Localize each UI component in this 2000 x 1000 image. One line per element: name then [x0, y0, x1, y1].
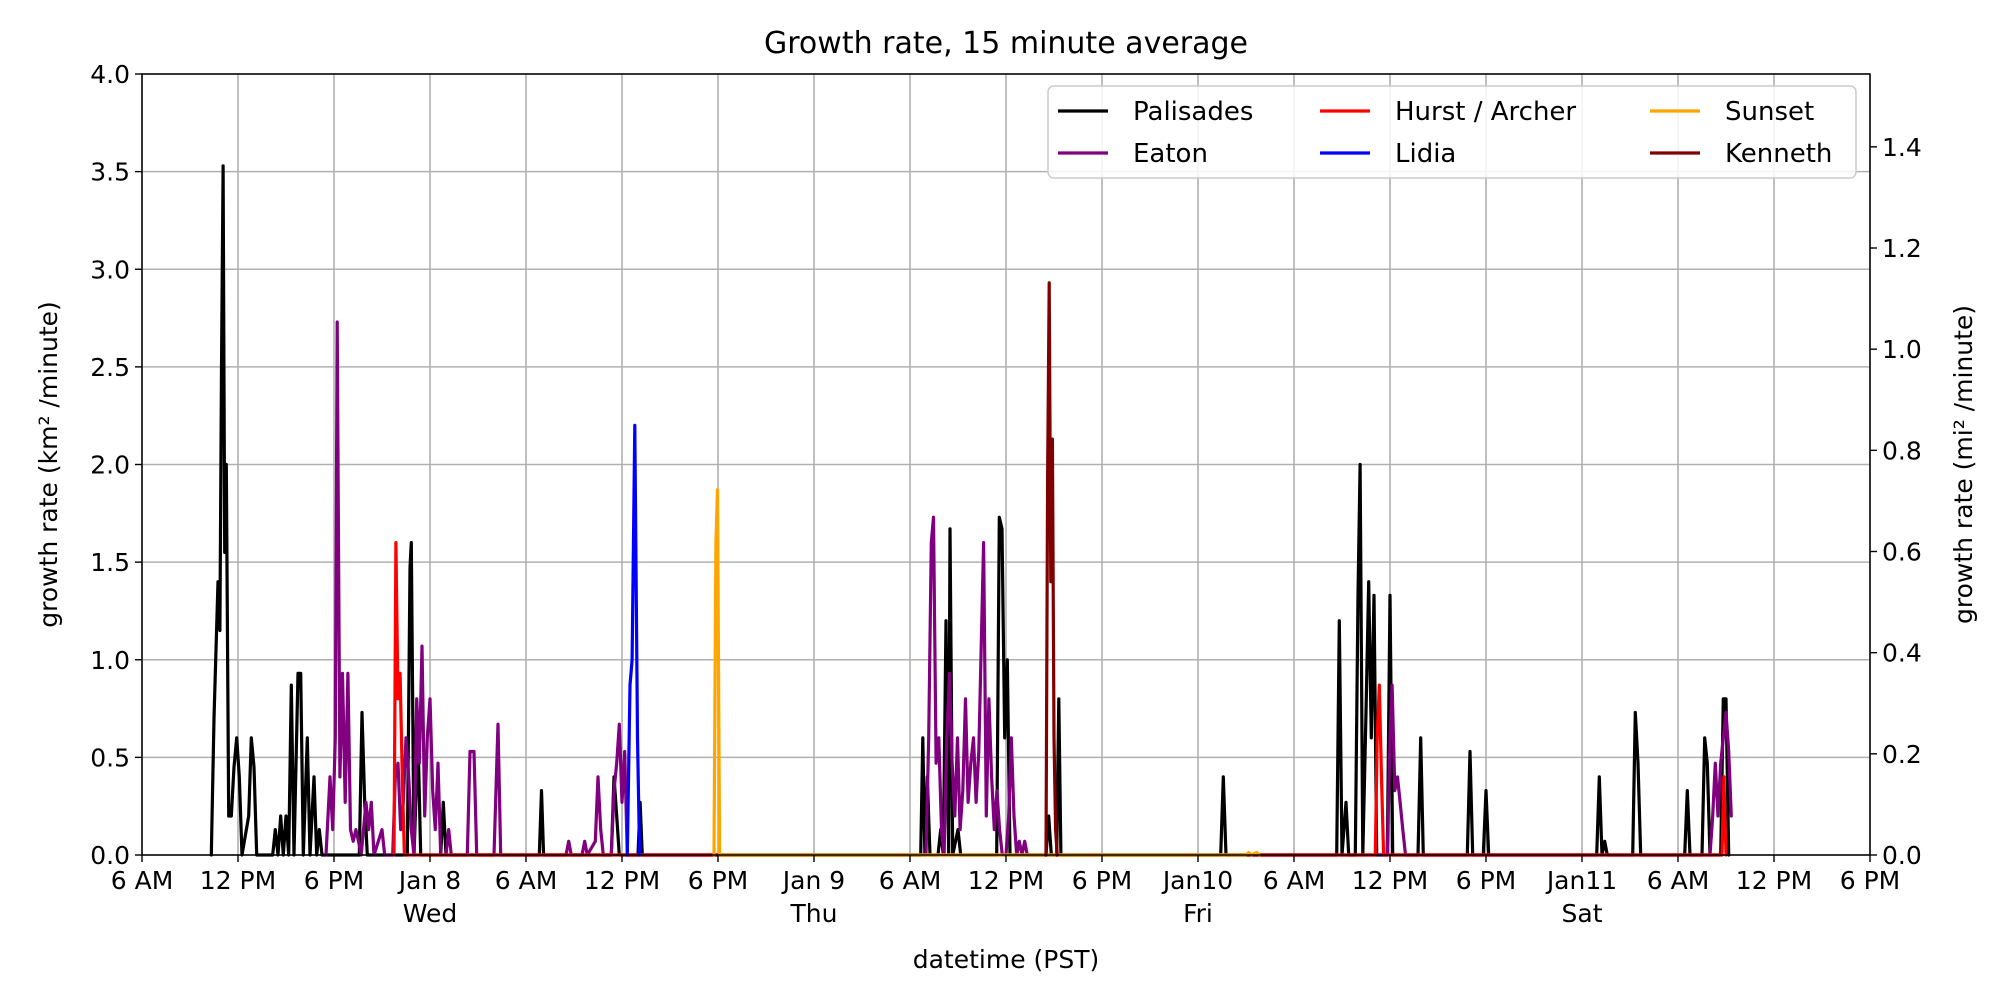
x-tick-label: 12 PM — [968, 866, 1044, 895]
x-tick-sublabel: Wed — [403, 899, 458, 928]
y-tick-label: 0.0 — [90, 841, 130, 870]
x-tick-label: 6 AM — [1647, 866, 1710, 895]
y-right-tick-label: 0.0 — [1882, 841, 1922, 870]
y-tick-label: 2.5 — [90, 353, 130, 382]
y-tick-label: 3.5 — [90, 158, 130, 187]
series-line-lidia — [625, 423, 642, 857]
legend-label: Palisades — [1133, 97, 1253, 127]
y-axis-label: growth rate (km² /minute) — [34, 301, 63, 628]
legend-label: Kenneth — [1725, 139, 1832, 169]
chart-title: Growth rate, 15 minute average — [764, 26, 1248, 61]
y-tick-label: 2.0 — [90, 451, 130, 480]
y-axis-label-right: growth rate (mi² /minute) — [1949, 305, 1978, 624]
x-tick-label: 6 AM — [111, 866, 174, 895]
series-line-kenneth — [1044, 281, 1059, 857]
x-axis-label: datetime (PST) — [913, 945, 1100, 974]
y-tick-label: 4.0 — [90, 60, 130, 89]
x-tick-label: 12 PM — [1736, 866, 1812, 895]
x-tick-label: Jan10 — [1161, 866, 1233, 895]
y-tick-label: 1.0 — [90, 646, 130, 675]
x-tick-label: 12 PM — [1352, 866, 1428, 895]
y-right-tick-label: 1.0 — [1882, 335, 1922, 364]
x-tick-label: 6 AM — [879, 866, 942, 895]
y-tick-label: 0.5 — [90, 743, 130, 772]
x-tick-sublabel: Fri — [1183, 899, 1213, 928]
x-tick-label: 6 PM — [1072, 866, 1133, 895]
x-tick-label: 6 AM — [1263, 866, 1326, 895]
x-tick-label: 6 PM — [688, 866, 749, 895]
x-tick-label: 6 AM — [495, 866, 558, 895]
x-tick-label: 6 PM — [1456, 866, 1517, 895]
legend-label: Hurst / Archer — [1395, 97, 1576, 127]
axes: 6 AM 12 PM 6 PM Jan 8 Wed 6 AM 12 PM 6 PM Jan 9 T… — [90, 60, 1922, 928]
x-tick-sublabel: Sat — [1562, 899, 1603, 928]
y-tick-label: 1.5 — [90, 548, 130, 577]
x-tick-sublabel: Thu — [790, 899, 838, 928]
x-tick-label: Jan 8 — [397, 866, 461, 895]
y-right-tick-label: 1.2 — [1882, 234, 1922, 263]
legend-label: Eaton — [1133, 139, 1208, 169]
legend-box — [1047, 85, 1857, 179]
y-right-tick-label: 0.6 — [1882, 538, 1922, 567]
legend-label: Lidia — [1395, 139, 1456, 169]
y-right-tick-label: 0.8 — [1882, 436, 1922, 465]
y-right-tick-label: 0.2 — [1882, 740, 1922, 769]
x-tick-label: 6 PM — [304, 866, 365, 895]
legend: Palisades Eaton Hurst / Archer Lidia Sunset K… — [1047, 85, 1857, 179]
x-tick-label: Jan 9 — [781, 866, 845, 895]
legend-label: Sunset — [1725, 97, 1814, 127]
y-tick-label: 3.0 — [90, 255, 130, 284]
y-right-tick-label: 0.4 — [1882, 639, 1922, 668]
y-right-tick-label: 1.4 — [1882, 133, 1922, 162]
x-tick-label: 12 PM — [200, 866, 276, 895]
x-tick-label: 12 PM — [584, 866, 660, 895]
x-tick-label: 6 PM — [1840, 866, 1901, 895]
x-tick-label: Jan11 — [1545, 866, 1617, 895]
